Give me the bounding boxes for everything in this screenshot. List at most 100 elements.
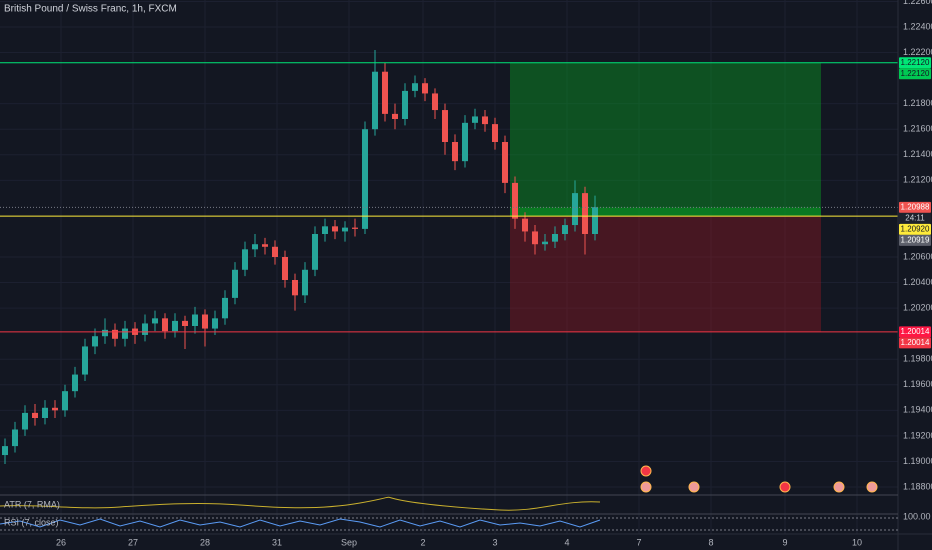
candle-body — [62, 391, 68, 411]
candle-body — [432, 93, 438, 111]
price-tag — [899, 68, 931, 80]
price-tag — [899, 201, 931, 213]
candle-body — [102, 329, 108, 337]
event-icon[interactable] — [640, 465, 652, 477]
price-tick-label: 1.21400 — [903, 149, 932, 159]
candle-body — [192, 314, 198, 326]
candle-body — [12, 429, 18, 447]
candle-body — [362, 129, 368, 229]
candle-body — [212, 318, 218, 329]
date-label: 3 — [492, 537, 497, 547]
price-tick-label: 1.19800 — [903, 354, 932, 364]
candle-body — [592, 207, 598, 234]
event-icon[interactable] — [688, 481, 700, 493]
candle-body — [122, 328, 128, 339]
candle-body — [502, 142, 508, 183]
event-icon[interactable] — [779, 481, 791, 493]
candle-body — [442, 110, 448, 142]
plot — [0, 50, 898, 464]
candle-body — [422, 83, 428, 94]
price-tag-label: 1.22120 — [901, 69, 930, 78]
candle-body — [542, 241, 548, 245]
grid — [0, 0, 898, 534]
candle-body — [42, 407, 48, 418]
candle-body — [562, 225, 568, 234]
candle-body — [512, 182, 518, 219]
candle-body — [292, 280, 298, 296]
candle-body — [92, 336, 98, 347]
price-tick-label: 1.19200 — [903, 430, 932, 440]
candle-body — [322, 226, 328, 234]
candle-body — [262, 244, 268, 247]
price-tag — [899, 326, 931, 338]
price-tick-label: 1.19000 — [903, 456, 932, 466]
candle-body — [22, 412, 28, 430]
price-tag-label: 1.20919 — [901, 236, 930, 245]
price-tag-label: 1.22120 — [901, 58, 930, 67]
loss-zone — [510, 216, 821, 332]
candle-body — [232, 269, 238, 298]
candle-body — [392, 113, 398, 119]
candle-body — [582, 193, 588, 234]
event-icon[interactable] — [866, 481, 878, 493]
price-tags: 1.22120 1.22120 1.20988 24:11 1.20920 1.20919… — [899, 57, 931, 349]
price-tick-label: 1.20600 — [903, 251, 932, 261]
atr-line — [0, 496, 601, 511]
candle-body — [472, 116, 478, 123]
price-tick-label: 1.18800 — [903, 481, 932, 491]
candle-body — [452, 142, 458, 162]
candle-body — [142, 323, 148, 335]
price-tick-label: 1.21600 — [903, 124, 932, 134]
candle-body — [342, 227, 348, 232]
candle-body — [522, 218, 528, 232]
price-tag — [899, 337, 931, 349]
price-tag — [899, 234, 931, 246]
event-icon[interactable] — [640, 481, 652, 493]
date-label: 9 — [782, 537, 787, 547]
candle-body — [162, 318, 168, 332]
candle-body — [72, 374, 78, 392]
event-icon[interactable] — [833, 481, 845, 493]
price-tick-label: 1.21800 — [903, 98, 932, 108]
candle-body — [222, 297, 228, 319]
candle-body — [532, 231, 538, 245]
candle-body — [252, 244, 258, 250]
date-label: Sep — [341, 537, 357, 547]
candle-body — [552, 234, 558, 242]
candle-body — [182, 320, 188, 326]
indicator-label: ATR (7, RMA) — [4, 499, 60, 509]
candle-body — [52, 407, 58, 411]
date-label: 26 — [56, 537, 66, 547]
price-tick-label: 1.22400 — [903, 21, 932, 31]
price-tick-label: 1.19400 — [903, 405, 932, 415]
price-tag — [899, 223, 931, 235]
price-tick-label: 1.22200 — [903, 47, 932, 57]
candle-body — [2, 446, 8, 456]
candle-body — [152, 318, 158, 324]
price-tick-label: 1.19600 — [903, 379, 932, 389]
price-tag — [899, 212, 931, 224]
price-tick-label: 1.21200 — [903, 175, 932, 185]
date-label: 10 — [852, 537, 862, 547]
price-tag-label: 1.20988 — [901, 203, 930, 212]
candle-body — [352, 227, 358, 229]
price-tag-label: 1.20920 — [901, 225, 930, 234]
date-label: 7 — [636, 537, 641, 547]
date-label: 2 — [420, 537, 425, 547]
candle-body — [32, 412, 38, 418]
candle-body — [382, 71, 388, 114]
candle-body — [482, 116, 488, 125]
rsi-line — [0, 518, 601, 528]
symbol-title: British Pound / Swiss Franc, 1h, FXCM — [4, 4, 177, 15]
open-profit-zone — [510, 207, 821, 217]
date-label: 28 — [200, 537, 210, 547]
date-label: 27 — [128, 537, 138, 547]
candle-body — [462, 122, 468, 162]
candle-body — [332, 226, 338, 232]
candle-body — [272, 246, 278, 257]
candle-body — [412, 83, 418, 91]
price-tag-label: 1.20014 — [901, 327, 930, 336]
candle-body — [202, 314, 208, 329]
candle-body — [242, 249, 248, 270]
